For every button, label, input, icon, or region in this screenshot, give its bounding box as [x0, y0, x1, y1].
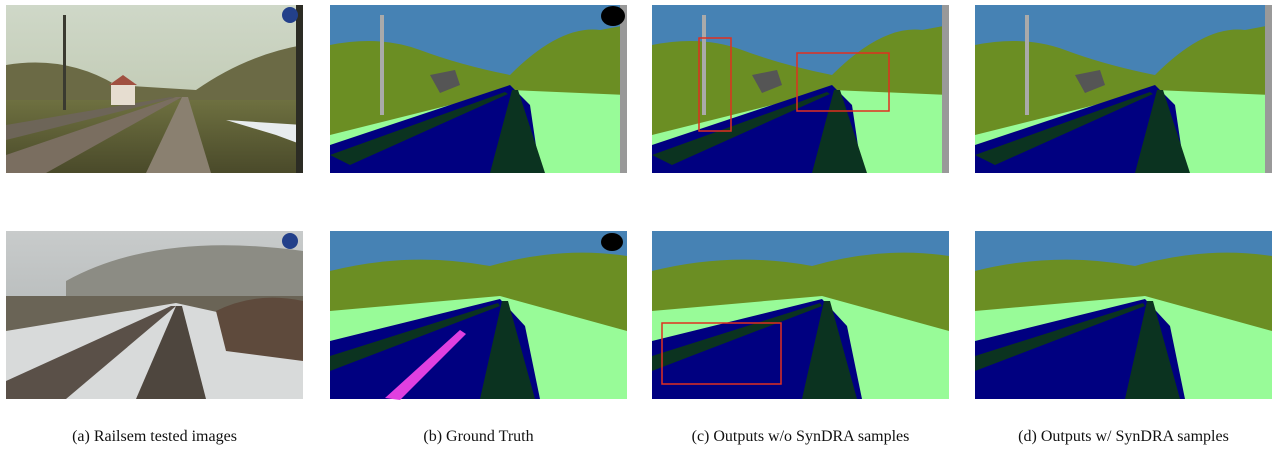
output-with	[975, 5, 1272, 173]
caption: (c) Outputs w/o SynDRA samples	[691, 428, 910, 445]
figure-panels	[6, 5, 1272, 400]
caption: (b) Ground Truth	[423, 428, 534, 445]
caption: (d) Outputs w/ SynDRA samples	[1018, 428, 1229, 445]
output-without	[652, 231, 949, 399]
output-with	[975, 231, 1272, 399]
ground-truth	[330, 5, 627, 173]
ground-truth	[330, 231, 627, 400]
row-2	[6, 231, 1272, 400]
caption: (a) Railsem tested images	[72, 428, 237, 445]
input-image	[6, 5, 303, 173]
row-1	[6, 5, 1272, 173]
output-without	[652, 5, 949, 173]
input-image	[6, 231, 303, 399]
